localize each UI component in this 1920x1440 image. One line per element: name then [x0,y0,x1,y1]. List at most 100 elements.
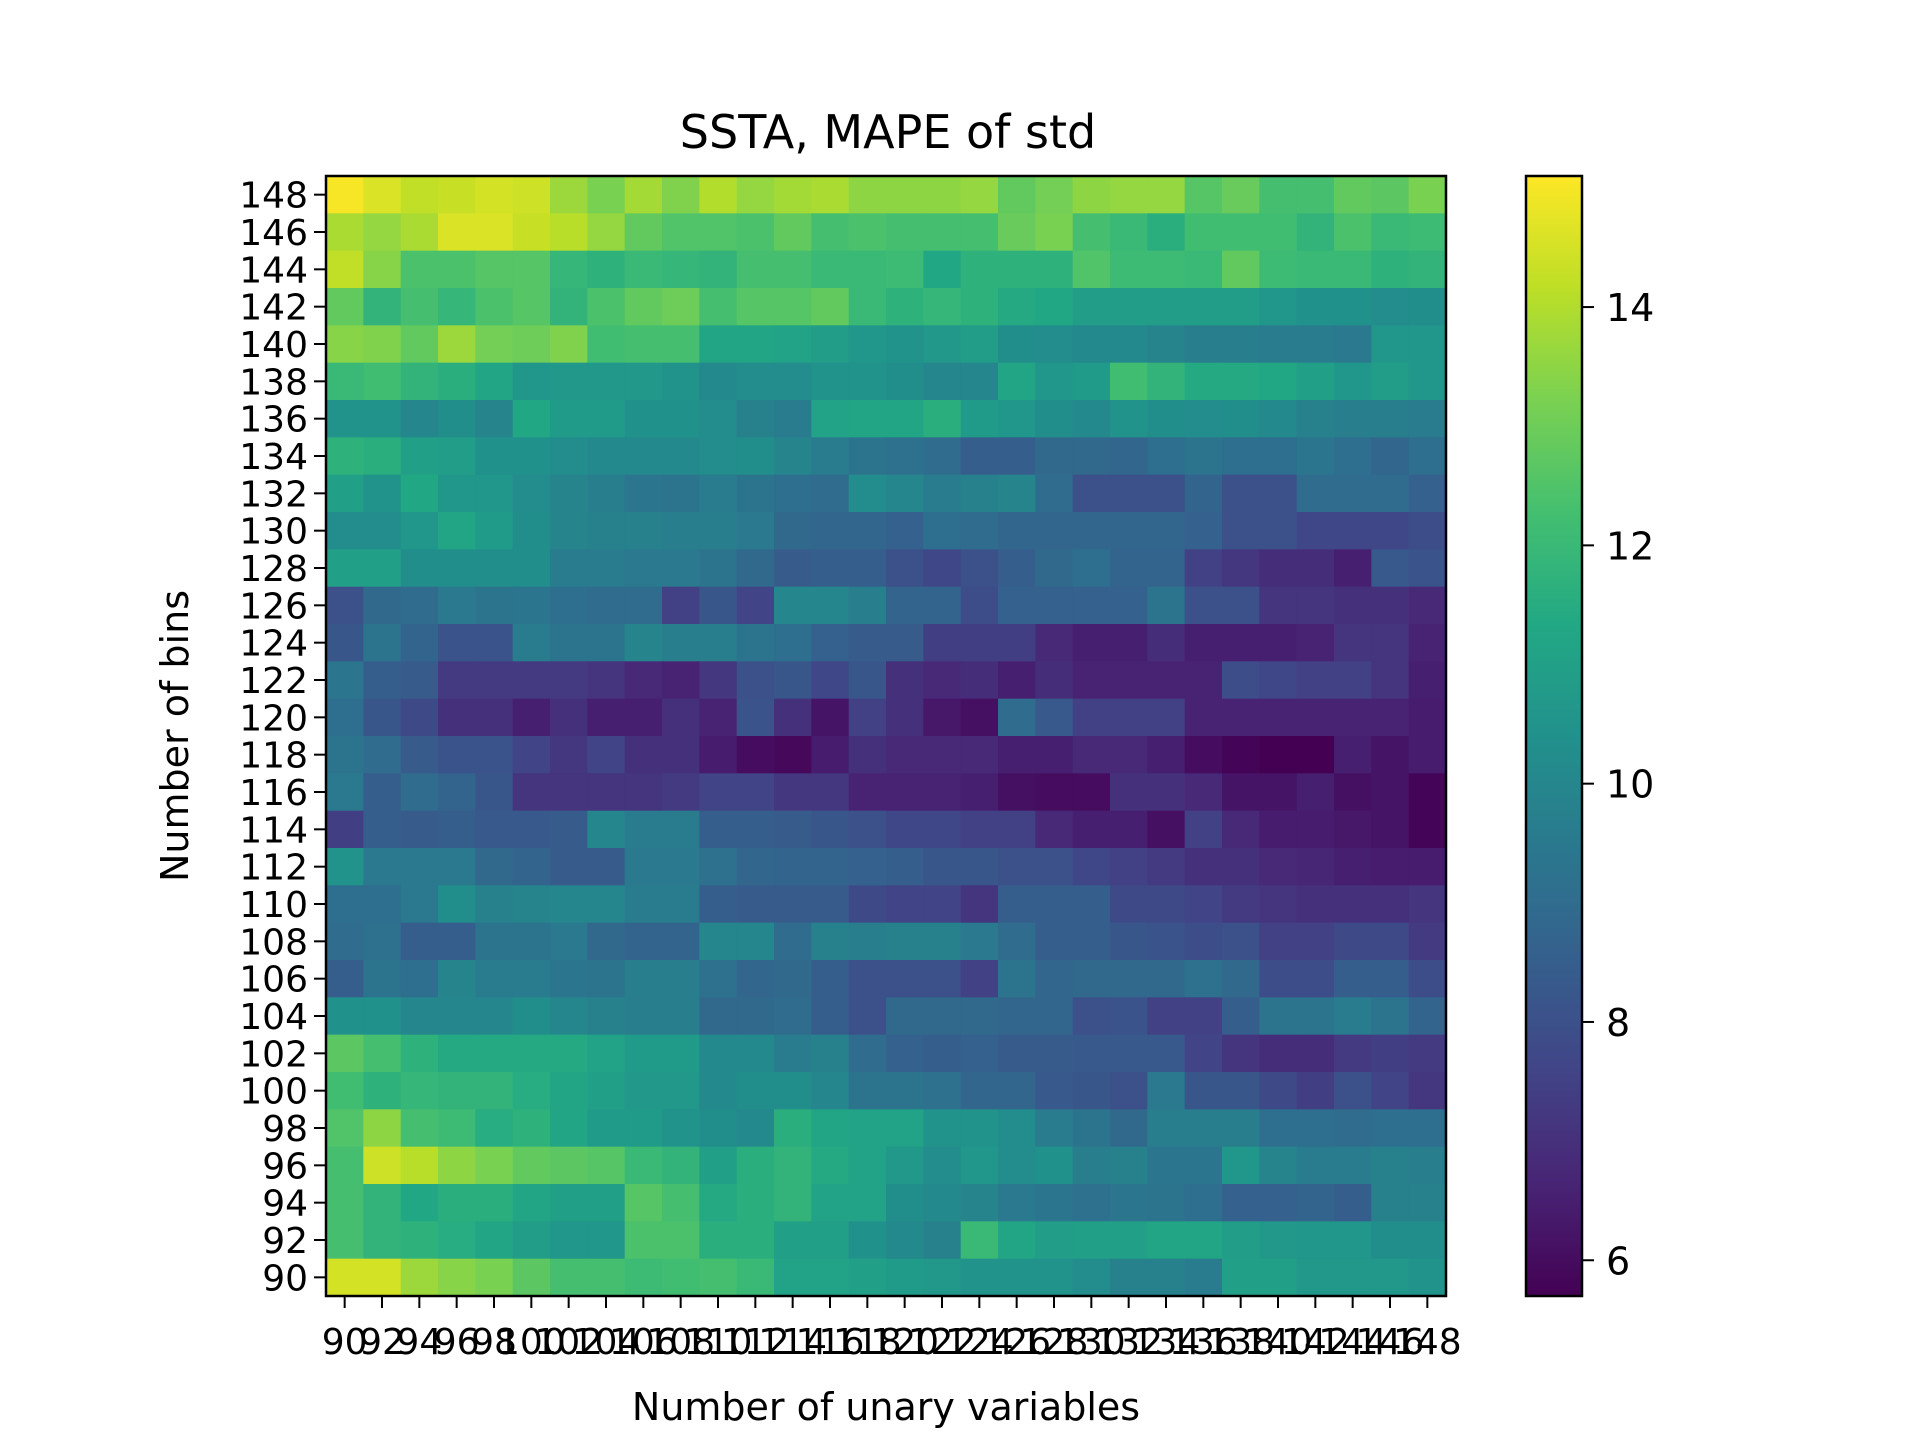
heatmap-cell [736,848,775,886]
heatmap-cell [512,288,551,326]
heatmap-cell [587,922,626,961]
heatmap-cell [1259,661,1298,700]
heatmap-cell [326,512,364,550]
heatmap-cell [400,1072,439,1110]
heatmap-cell [998,250,1036,289]
heatmap-cell [1296,549,1335,588]
y-axis-label: Number of bins [153,590,197,882]
heatmap-cell [923,176,962,214]
heatmap-cell [1110,624,1148,662]
heatmap-cell [886,176,924,214]
heatmap-cell [587,885,626,924]
heatmap-cell [960,736,999,774]
heatmap-cell [512,1221,551,1260]
heatmap-cell [624,176,663,214]
heatmap-cell [1035,213,1074,252]
heatmap-cell [923,698,962,737]
heatmap-cell [960,1221,999,1260]
heatmap-cell [1072,474,1111,513]
heatmap-cell [1371,1184,1410,1222]
heatmap-cell [1072,176,1111,214]
heatmap-cell [326,773,364,812]
heatmap-cell [1222,288,1260,326]
heatmap-cell [848,549,887,588]
heatmap-cell [1184,213,1223,252]
heatmap-cell [1334,213,1372,252]
heatmap-cell [363,474,402,513]
y-tick-label: 98 [262,1109,308,1150]
heatmap-cell [662,549,700,588]
heatmap-cell [438,288,476,326]
heatmap-cell [923,885,962,924]
heatmap-cell [998,586,1036,625]
heatmap-cell [886,1146,924,1185]
heatmap-cell [475,362,514,401]
heatmap-cell [662,997,700,1036]
heatmap-cell [923,288,962,326]
heatmap-cell [512,1072,551,1110]
heatmap-cell [736,624,775,662]
heatmap-cell [550,773,588,812]
heatmap-cell [512,1184,551,1222]
heatmap-cell [438,997,476,1036]
heatmap-cell [774,288,812,326]
heatmap-cell [1408,773,1447,812]
heatmap-cell [1259,1221,1298,1260]
heatmap-cell [1334,773,1372,812]
heatmap-cell [363,661,402,700]
heatmap-cell [1072,437,1111,476]
heatmap-cell [1035,848,1074,886]
heatmap-cell [1408,213,1447,252]
heatmap-cell [774,848,812,886]
heatmap-cell [699,1221,738,1260]
heatmap-cell [512,773,551,812]
heatmap-cell [1296,400,1335,438]
heatmap-cell [1184,549,1223,588]
heatmap-cell [1334,885,1372,924]
heatmap-cell [662,885,700,924]
heatmap-cell [587,400,626,438]
heatmap-cell [1222,1258,1260,1297]
y-tick-label: 144 [239,250,308,291]
heatmap-cell [923,1072,962,1110]
heatmap-cell [848,661,887,700]
heatmap-cell [699,1146,738,1185]
heatmap-cell [326,549,364,588]
heatmap-cell [1222,586,1260,625]
heatmap-cell [1222,549,1260,588]
heatmap-cell [475,474,514,513]
heatmap-cell [1334,810,1372,849]
heatmap-cell [1222,512,1260,550]
heatmap-cell [475,885,514,924]
heatmap-cell [960,400,999,438]
heatmap-cell [550,736,588,774]
heatmap-cell [1184,922,1223,961]
heatmap-cell [1035,586,1074,625]
heatmap-cell [400,474,439,513]
heatmap-cell [1408,810,1447,849]
heatmap-cell [699,885,738,924]
heatmap-cell [1147,810,1186,849]
heatmap-cell [662,288,700,326]
heatmap-cell [1259,1109,1298,1148]
heatmap-cell [400,736,439,774]
heatmap-cell [1222,810,1260,849]
heatmap-cell [886,586,924,625]
heatmap-cell [811,1146,850,1185]
y-tick-label: 104 [239,997,308,1038]
heatmap-cell [475,586,514,625]
heatmap-cell [1296,176,1335,214]
heatmap-cell [1408,698,1447,737]
heatmap-cell [1035,698,1074,737]
heatmap-cell [848,624,887,662]
heatmap-cell [811,586,850,625]
heatmap-cell [550,586,588,625]
heatmap-cell [1110,661,1148,700]
heatmap-cell [1072,549,1111,588]
x-tick-label: 120 [870,1322,939,1363]
heatmap-cell [326,586,364,625]
heatmap-cell [400,1221,439,1260]
heatmap-cell [736,661,775,700]
heatmap-cell [326,1146,364,1185]
heatmap-cell [848,474,887,513]
